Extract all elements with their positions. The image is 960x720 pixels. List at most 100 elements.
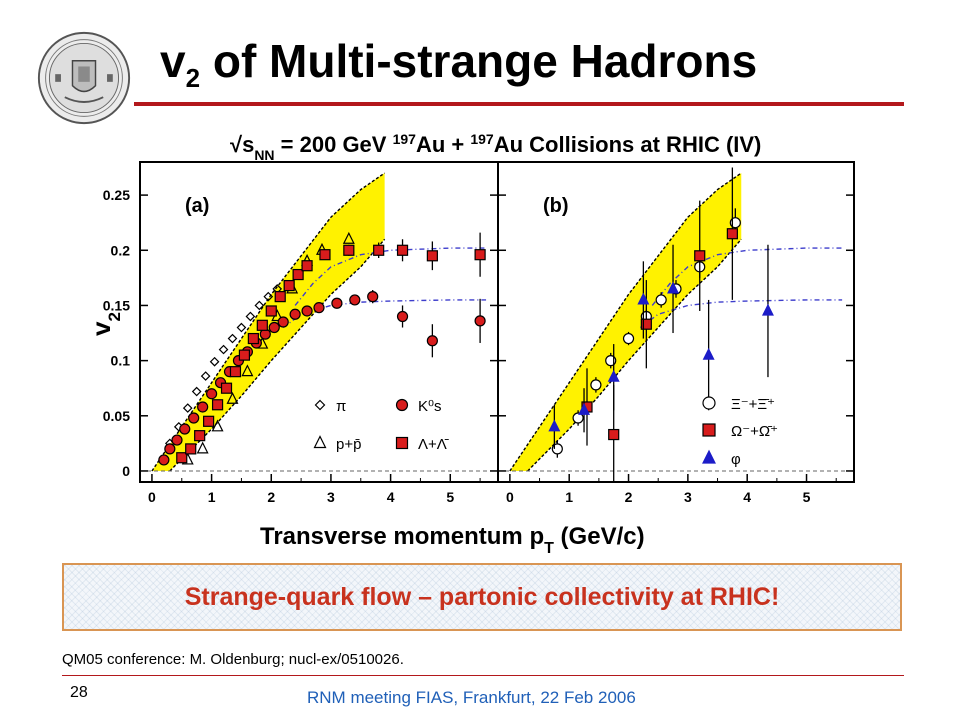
data-point xyxy=(268,321,280,334)
v2-chart: √sNN = 200 GeV 197Au + 197Au Collisions … xyxy=(86,131,855,557)
x-axis-label-main: Transverse momentum p xyxy=(260,523,544,550)
data-point xyxy=(236,322,247,333)
data-point xyxy=(474,315,486,327)
data-point xyxy=(206,388,218,400)
data-point xyxy=(373,244,385,256)
data-point xyxy=(245,311,256,322)
data-point xyxy=(263,291,274,302)
data-point xyxy=(548,419,561,432)
legend-label: π xyxy=(336,398,346,415)
callout-text: Strange-quark flow – partonic collectivi… xyxy=(184,582,780,611)
data-point xyxy=(164,443,176,455)
y-axis-label: v2 xyxy=(86,312,124,336)
y-tick-label: 0.1 xyxy=(111,353,131,369)
fit-curve xyxy=(282,299,487,329)
x-axis-label-unit: (GeV/c) xyxy=(554,523,645,550)
legend-panel-a: π p+p̄ K⁰s Λ+Λ̄ xyxy=(313,398,449,453)
citation: QM05 conference: M. Oldenburg; nucl-ex/0… xyxy=(62,651,404,668)
x-tick-label: 0 xyxy=(506,489,514,505)
data-point xyxy=(694,250,706,262)
legend-marker xyxy=(313,435,327,449)
panel-label: (b) xyxy=(543,195,569,217)
x-tick-label: 2 xyxy=(267,489,275,505)
data-point xyxy=(426,335,438,347)
data-point xyxy=(331,297,343,309)
legend-marker xyxy=(314,399,326,411)
panel-label: (a) xyxy=(185,195,209,217)
x-tick-label: 2 xyxy=(625,489,633,505)
callout-box: Strange-quark flow – partonic collectivi… xyxy=(62,563,902,631)
series-triangle-filled xyxy=(548,244,774,449)
data-point xyxy=(578,402,591,415)
legend-panel-b: Ξ⁻+Ξ̄⁺ Ω⁻+Ω̄⁺ φ xyxy=(702,396,778,468)
legend-marker xyxy=(702,449,716,464)
x-tick-label: 4 xyxy=(743,489,751,505)
legend-label: Λ+Λ̄ xyxy=(418,436,449,453)
data-point xyxy=(196,441,209,454)
chart-title-part: 197 xyxy=(393,131,417,147)
data-point xyxy=(182,403,193,413)
data-point xyxy=(572,412,584,424)
panel-b: 0 1 2 3 4 5 (b) xyxy=(497,161,855,505)
data-point xyxy=(265,305,277,317)
chart-title-part: √s xyxy=(230,132,254,157)
data-point xyxy=(396,310,409,323)
data-point xyxy=(209,356,220,367)
legend-label: K⁰s xyxy=(418,398,442,415)
data-point xyxy=(349,294,361,306)
data-point xyxy=(176,452,188,464)
legend-marker xyxy=(395,436,409,450)
data-point xyxy=(726,228,738,240)
data-point xyxy=(238,349,251,361)
x-tick-label: 5 xyxy=(446,489,454,505)
data-point xyxy=(367,291,379,303)
legend-label: φ xyxy=(731,451,741,468)
data-point xyxy=(277,316,289,328)
data-point xyxy=(702,347,715,360)
legend-label: Ω⁻+Ω̄⁺ xyxy=(731,423,778,440)
chart-title-part: Au Collisions at RHIC (IV) xyxy=(494,132,762,157)
y-axis-label-main: v xyxy=(86,321,116,336)
data-point xyxy=(292,268,304,281)
hydro-band-upper-edge xyxy=(509,172,742,472)
x-tick-label: 3 xyxy=(684,489,692,505)
x-tick-label: 3 xyxy=(327,489,335,505)
footer-text: RNM meeting FIAS, Frankfurt, 22 Feb 2006 xyxy=(307,688,636,707)
y-tick-label: 0.05 xyxy=(103,408,130,424)
legend-marker xyxy=(702,396,716,410)
data-point xyxy=(655,294,667,306)
footer-rule xyxy=(62,675,904,676)
legend-marker xyxy=(702,423,716,437)
data-point xyxy=(319,249,331,261)
x-tick-label: 0 xyxy=(148,489,156,505)
data-point xyxy=(313,302,325,314)
data-point xyxy=(171,434,183,446)
data-point xyxy=(761,303,774,316)
data-point xyxy=(227,333,238,344)
data-point xyxy=(194,430,206,442)
legend-marker xyxy=(395,398,409,412)
legend-label: Ξ⁻+Ξ̄⁺ xyxy=(731,396,775,413)
data-point xyxy=(590,379,602,391)
data-point xyxy=(474,249,486,261)
data-point xyxy=(197,401,209,413)
title-v: v xyxy=(160,35,186,87)
y-axis-label-sub: 2 xyxy=(105,312,124,321)
slide-title: v2 of Multi-strange Hadrons xyxy=(160,34,920,94)
data-point xyxy=(211,419,224,432)
data-point xyxy=(667,281,680,294)
university-seal-logo xyxy=(37,31,131,125)
legend-label: p+p̄ xyxy=(336,436,361,453)
chart-title-part: NN xyxy=(254,147,274,163)
data-point xyxy=(256,319,268,331)
data-point xyxy=(158,454,170,466)
y-tick-label: 0 xyxy=(122,463,130,479)
data-point xyxy=(396,244,409,256)
panel-a: 0 1 2 3 4 5 (a) xyxy=(139,161,499,505)
chart-title-part: Au + xyxy=(416,132,470,157)
panel-plot-area xyxy=(140,172,498,472)
data-point xyxy=(426,250,438,262)
data-point xyxy=(220,382,233,394)
data-point xyxy=(188,412,200,424)
data-point xyxy=(211,399,224,411)
